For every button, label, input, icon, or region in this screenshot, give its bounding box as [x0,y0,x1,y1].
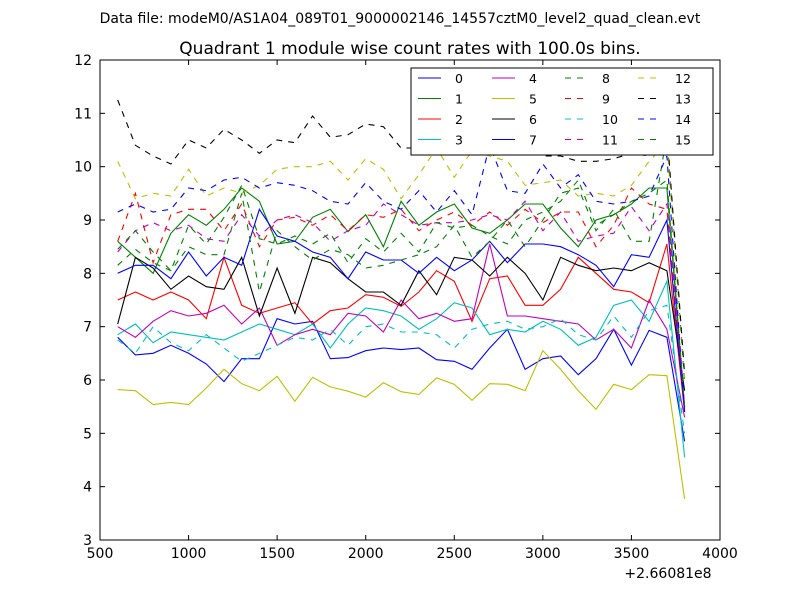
series-line-11 [117,200,686,407]
legend-label-5: 5 [529,92,537,107]
legend-label-6: 6 [529,112,537,127]
x-tick-label: 3000 [525,546,561,562]
legend-label-8: 8 [602,71,610,86]
legend-label-7: 7 [529,133,537,148]
x-tick-label: 4000 [702,546,738,562]
x-tick-label: 2000 [348,546,384,562]
series-layer [117,95,686,499]
legend-label-12: 12 [675,71,691,86]
plot-frame [99,59,721,541]
series-line-0 [117,318,686,442]
series-line-5 [117,349,686,499]
series-line-12 [117,141,686,378]
x-tick-label: 500 [87,546,114,562]
y-tick-label: 7 [83,320,92,336]
x-tick-label: 1500 [259,546,295,562]
series-line-3 [117,279,686,458]
legend-label-1: 1 [455,92,463,107]
series-line-15 [117,178,686,407]
series-line-13 [117,95,686,375]
series-line-4 [117,243,686,418]
legend-label-3: 3 [455,133,463,148]
legend-label-4: 4 [529,71,537,86]
chart-title: Quadrant 1 module wise count rates with … [179,39,640,59]
x-offset-label: +2.66081e8 [624,566,711,582]
legend-label-2: 2 [455,112,463,127]
series-line-9 [117,187,686,407]
legend-label-14: 14 [675,112,691,127]
series-line-6 [117,255,686,391]
figure-suptitle: Data file: modeM0/AS1A04_089T01_90000021… [100,11,701,27]
y-tick-label: 9 [83,213,92,229]
legend-label-10: 10 [602,112,618,127]
series-line-1 [117,187,686,407]
y-tick-label: 10 [74,160,92,176]
legend-label-11: 11 [602,133,618,148]
legend-label-13: 13 [675,92,691,107]
y-tick-label: 4 [83,480,92,496]
y-tick-label: 6 [83,373,92,389]
y-tick-label: 8 [83,266,92,282]
series-line-14 [117,143,686,413]
series-line-2 [117,243,686,413]
series-line-10 [117,304,686,434]
legend-label-15: 15 [675,133,691,148]
legend-frame [410,67,714,156]
y-tick-label: 11 [74,106,92,122]
x-tick-label: 1000 [171,546,207,562]
y-tick-label: 5 [83,426,92,442]
series-line-8 [117,134,686,383]
y-tick-label: 3 [83,533,92,549]
x-tick-label: 3500 [614,546,650,562]
y-tick-label: 12 [74,53,92,69]
x-tick-label: 2500 [436,546,472,562]
legend-label-9: 9 [602,92,610,107]
legend-label-0: 0 [455,71,463,86]
axis-layer: 500 1000 1500 2000 2500 3000 3500 4000345678910… [74,53,738,562]
